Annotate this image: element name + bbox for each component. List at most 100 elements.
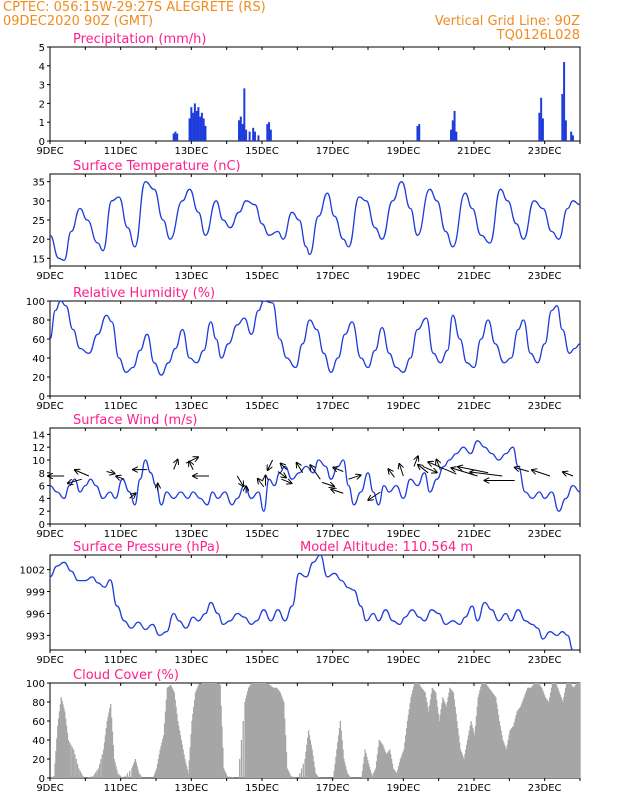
- cloud-bar: [531, 686, 533, 778]
- cloud-bar: [226, 776, 228, 778]
- x-tick-label: 17DEC: [316, 271, 350, 282]
- cloud-bar: [564, 692, 566, 778]
- cloud-bar: [305, 751, 307, 778]
- wind-arrow: [470, 472, 503, 477]
- header-station: CPTEC: 056:15W-29:27S ALEGRETE (RS): [3, 0, 266, 15]
- cloud-bar: [302, 763, 304, 778]
- cloud-bar: [366, 756, 368, 778]
- cloud-bar: [527, 687, 529, 778]
- wind-arrow: [532, 470, 551, 477]
- cloud-bar: [57, 718, 60, 778]
- cloud-bar: [253, 683, 255, 778]
- series-line: [49, 181, 581, 261]
- cloud-bar: [400, 756, 402, 778]
- precip-bar: [541, 118, 544, 141]
- cloud-bar: [116, 769, 118, 778]
- cloud-bar: [450, 688, 452, 778]
- y-tick-label: 80: [32, 316, 45, 327]
- cloud-bar: [457, 728, 459, 778]
- wind-arrow: [418, 465, 429, 474]
- cloud-bar: [264, 683, 266, 778]
- cloud-bar: [194, 692, 197, 778]
- y-tick-label: 993: [26, 631, 45, 642]
- cloud-bar: [485, 684, 487, 778]
- cloud-bar: [250, 684, 252, 778]
- cloud-bar: [559, 694, 561, 778]
- precip-bar: [269, 129, 272, 141]
- cloud-bar: [293, 777, 296, 778]
- cloud-bar: [524, 694, 526, 778]
- cloud-bar: [476, 706, 478, 778]
- cloud-bar: [157, 759, 160, 778]
- cloud-bar: [269, 684, 271, 778]
- cloud-bar: [501, 735, 503, 778]
- precip-bar: [239, 116, 242, 141]
- cloud-bar: [516, 711, 518, 778]
- x-tick-label: 23DEC: [528, 783, 562, 794]
- cloud-bar: [415, 683, 417, 778]
- y-tick-label: 999: [26, 588, 45, 599]
- cloud-bar: [380, 742, 382, 778]
- precip-bar: [455, 131, 458, 141]
- header-date: 09DEC2020 90Z (GMT): [3, 14, 153, 29]
- y-tick-label: 30: [32, 197, 45, 208]
- cloud-bar: [564, 687, 567, 778]
- cloud-bar: [313, 761, 315, 778]
- y-tick-label: 4: [39, 494, 45, 505]
- cloud-bar: [186, 769, 189, 778]
- wind-arrow: [399, 464, 404, 477]
- cloud-bar: [61, 700, 63, 778]
- cloud-bar: [471, 724, 473, 778]
- cloud-bar: [500, 730, 502, 778]
- cloud-bar: [240, 740, 243, 778]
- panel-subtitle: Model Altitude: 110.564 m: [300, 540, 473, 555]
- precip-bar: [268, 122, 271, 141]
- precip-bar: [243, 88, 246, 141]
- wind-arrow: [236, 475, 243, 486]
- cloud-bar: [316, 775, 319, 778]
- cloud-bar: [189, 747, 191, 778]
- cloud-bar: [377, 747, 380, 778]
- cloud-bar: [178, 730, 181, 778]
- cloud-bar: [167, 687, 169, 778]
- wind-arrow: [414, 456, 418, 467]
- y-tick-label: 5: [39, 43, 45, 54]
- x-tick-label: 21DEC: [457, 401, 491, 412]
- cloud-bar: [244, 702, 246, 778]
- wind-arrow: [258, 479, 265, 488]
- cloud-bar: [114, 762, 116, 778]
- cloud-bar: [499, 725, 501, 778]
- precip-bar: [199, 116, 202, 141]
- cloud-bar: [391, 763, 394, 778]
- cloud-bar: [62, 704, 64, 778]
- cloud-bar: [101, 754, 103, 778]
- cloud-bar: [160, 745, 162, 778]
- wind-arrow: [189, 462, 193, 470]
- precip-bar: [188, 118, 191, 141]
- cloud-bar: [572, 686, 574, 778]
- cloud-bar: [103, 742, 106, 778]
- cloud-bar: [368, 766, 371, 778]
- cloud-bar: [216, 683, 219, 778]
- cloud-bar: [92, 776, 94, 778]
- cloud-bar: [372, 774, 374, 778]
- cloud-bar: [275, 687, 277, 778]
- cloud-bar: [215, 683, 217, 778]
- wind-arrow: [129, 493, 136, 498]
- cloud-bar: [569, 683, 571, 778]
- cloud-bar: [407, 715, 410, 778]
- cloud-bar: [385, 754, 387, 778]
- cloud-bar: [112, 745, 115, 778]
- cloud-bar: [165, 699, 168, 778]
- x-tick-label: 19DEC: [386, 783, 420, 794]
- x-tick-label: 23DEC: [528, 146, 562, 157]
- cloud-bar: [412, 690, 414, 778]
- cloud-bar: [113, 759, 115, 778]
- cloud-bar: [169, 685, 171, 778]
- cloud-bar: [108, 712, 110, 778]
- y-tick-label: 8: [39, 469, 45, 480]
- cloud-bar: [439, 715, 441, 778]
- cloud-bar: [465, 749, 467, 778]
- cloud-bar: [410, 697, 412, 778]
